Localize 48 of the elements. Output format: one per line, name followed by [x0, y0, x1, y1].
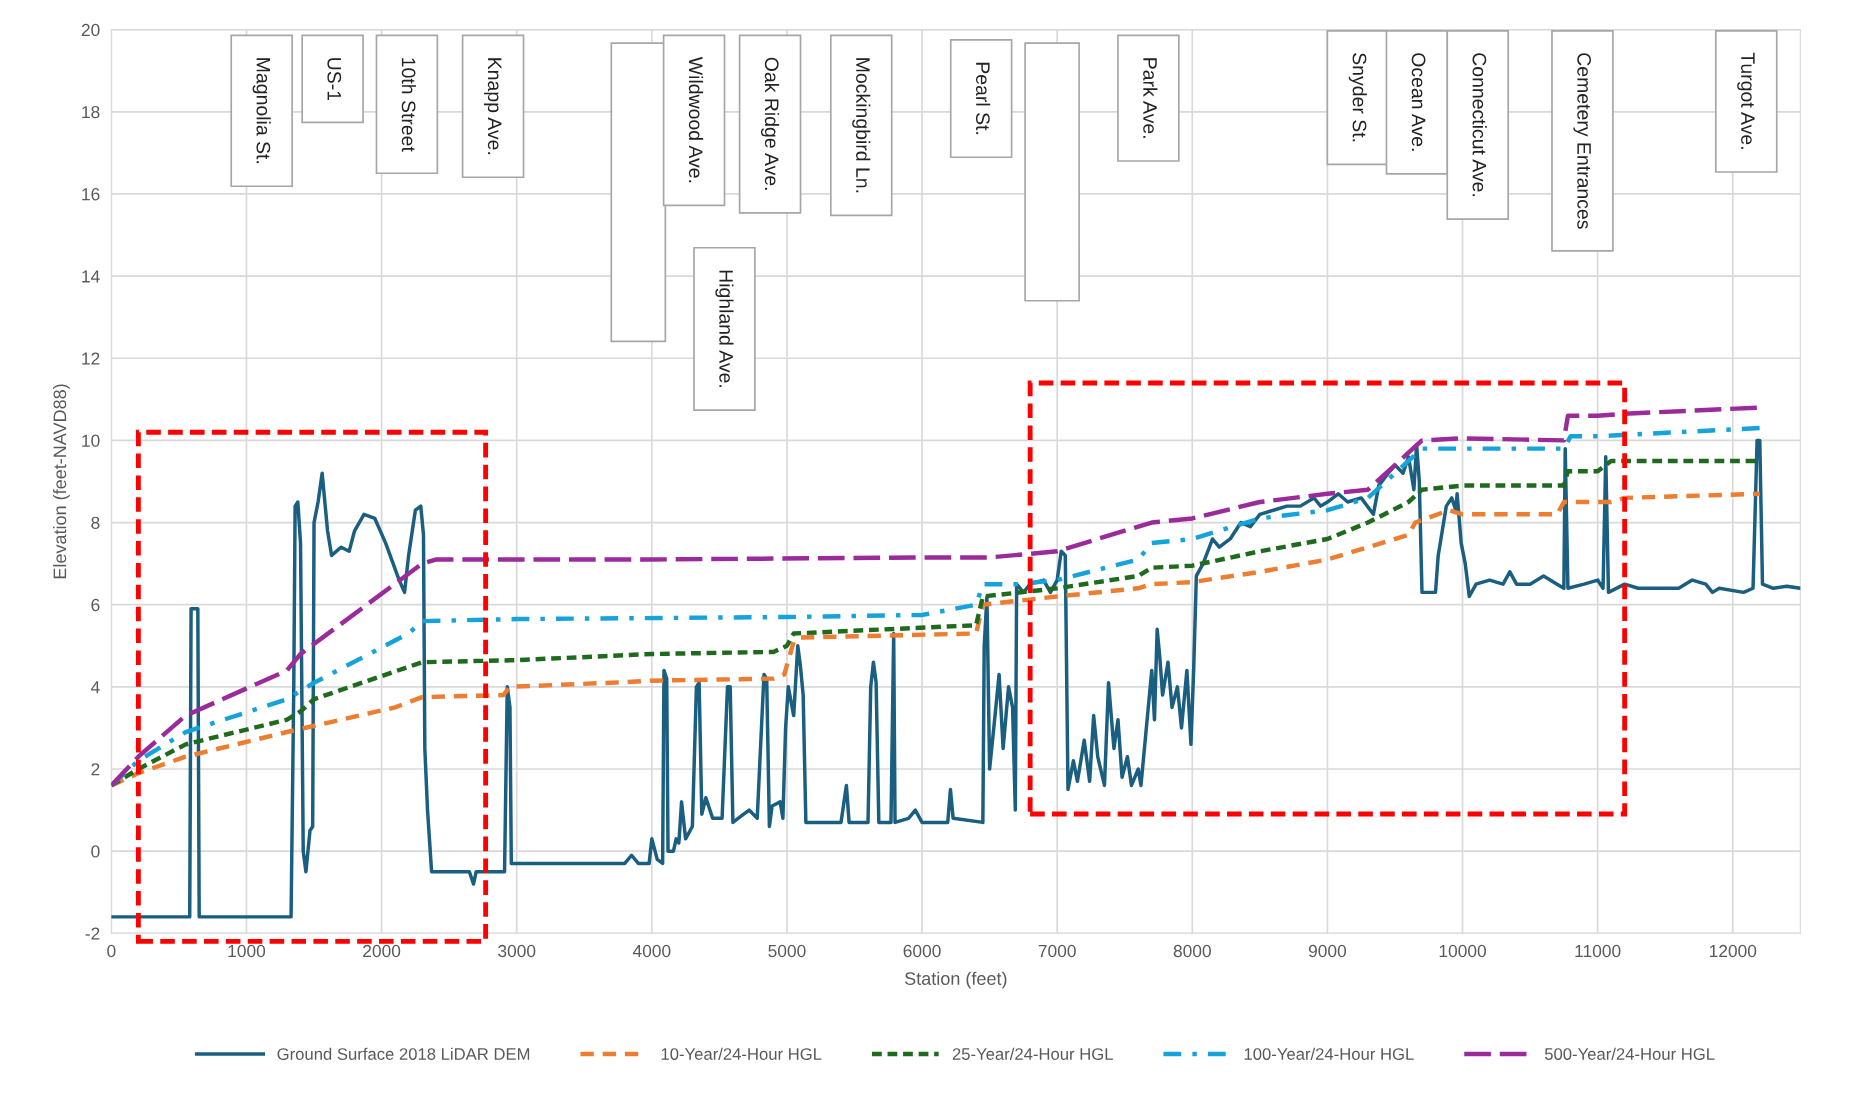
- annotation: US-1: [327, 58, 342, 101]
- annotation: Wildwood Ave.: [688, 56, 704, 183]
- x-tick-label: 10000: [1439, 944, 1486, 958]
- x-tick-label: 1000: [228, 944, 266, 958]
- y-axis-title: Elevation (feet-NAVD88): [53, 384, 70, 579]
- annotation: Pearl St.: [975, 62, 991, 135]
- annotation: Knapp Ave.: [484, 58, 502, 155]
- x-tick-label: 12000: [1709, 944, 1757, 958]
- annotation: Highland Ave.: [715, 270, 734, 387]
- annotation: Magnolia St.: [252, 58, 271, 164]
- x-tick-label: 11000: [1575, 944, 1621, 958]
- annotation: Snyder St.: [1348, 53, 1367, 142]
- y-tick-label: 8: [91, 516, 100, 530]
- annotation: Cemetery Entrances: [1573, 53, 1591, 229]
- y-tick-label: 4: [90, 681, 100, 694]
- line-series: [111, 438, 1801, 919]
- legend-label: 100-Year/24-Hour HGL: [1244, 1047, 1414, 1060]
- x-tick-label: 8000: [1173, 944, 1211, 958]
- x-tick-label: 7000: [1038, 944, 1076, 958]
- x-tick-label: 2000: [363, 944, 401, 958]
- y-tick-label: -2: [85, 927, 100, 940]
- x-axis-title: Station (feet): [904, 971, 1007, 989]
- x-tick-label: 4000: [632, 944, 671, 958]
- y-tick-label: 20: [81, 23, 100, 37]
- x-tick-label: 6000: [903, 944, 941, 958]
- x-tick-label: 5000: [768, 944, 806, 958]
- y-tick-label: 6: [91, 598, 100, 612]
- legend-label: Ground Surface 2018 LiDAR DEM: [277, 1047, 530, 1060]
- y-tick-label: 12: [82, 352, 100, 365]
- legend-label: 25-Year/24-Hour HGL: [952, 1047, 1113, 1060]
- y-tick-label: 16: [82, 188, 100, 201]
- legend-label: 10-Year/24-Hour HGL: [661, 1047, 822, 1060]
- legend-label: 500-Year/24-Hour HGL: [1544, 1047, 1715, 1060]
- annotation: Ocean Ave.: [1411, 53, 1426, 151]
- y-tick-label: 14: [82, 270, 100, 283]
- annotation: Turgot Ave.: [1737, 52, 1755, 149]
- x-tick-label: 3000: [498, 944, 536, 958]
- annotation: Mockingbird Ln.: [852, 58, 871, 193]
- y-tick-label: 0: [91, 845, 100, 858]
- annotation: Oak Ridge Ave.: [760, 57, 780, 190]
- annotation: Park Ave.: [1143, 58, 1158, 138]
- x-tick-label: 0: [107, 944, 116, 958]
- y-tick-label: 10: [82, 434, 100, 447]
- annotation: 10th Street: [401, 58, 416, 152]
- annotation: Connecticut Ave.: [1472, 53, 1487, 197]
- y-tick-label: 18: [82, 105, 100, 119]
- y-tick-label: 2: [91, 763, 100, 776]
- x-tick-label: 9000: [1308, 944, 1347, 958]
